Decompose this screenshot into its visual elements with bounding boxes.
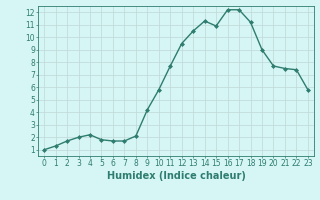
X-axis label: Humidex (Indice chaleur): Humidex (Indice chaleur) bbox=[107, 171, 245, 181]
